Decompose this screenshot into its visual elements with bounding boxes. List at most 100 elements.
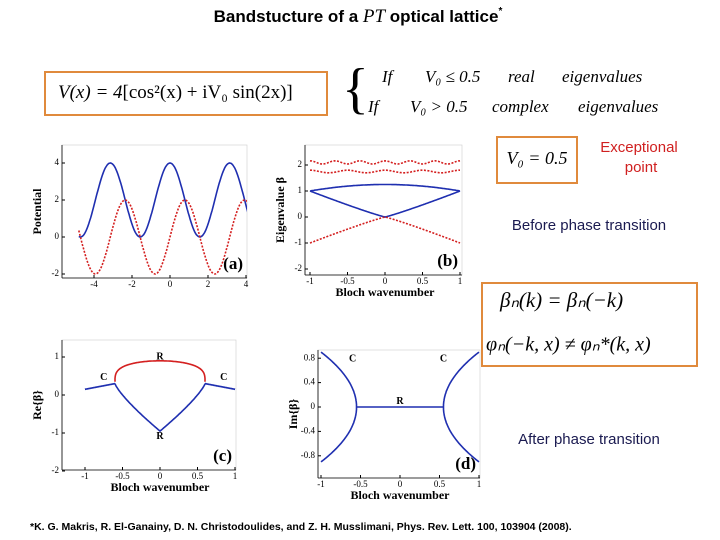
curves (78, 162, 247, 275)
y-tick-label: 4 (55, 157, 60, 167)
curve (309, 190, 461, 218)
curve (309, 183, 461, 192)
point-label: C (349, 354, 356, 365)
x-tick-label: 0.5 (192, 471, 204, 481)
curve (84, 382, 116, 391)
x-tick-label: 0 (158, 471, 163, 481)
x-tick-label: -2 (128, 279, 136, 289)
y-tick-label: -0.8 (301, 450, 316, 460)
after-label: After phase transition (518, 431, 660, 448)
curve (442, 351, 480, 463)
title-star: * (498, 6, 502, 17)
y-tick-label: -2 (52, 268, 60, 278)
x-tick-label: 0.5 (417, 276, 429, 286)
x-tick-label: -1 (317, 479, 325, 489)
curve (114, 360, 206, 382)
y-tick-label: -1 (52, 427, 60, 437)
curve (310, 169, 460, 174)
title-rest: optical lattice (385, 7, 498, 26)
x-axis-label: Bloch wavenumber (336, 285, 436, 299)
cond-if: If (367, 97, 381, 116)
x-tick-label: 1 (477, 479, 482, 489)
panel-label: (b) (437, 251, 458, 270)
plot-panel: 0.8 0.4 0 -0.4 -0.8 -1 -0.5 0 0.5 1 C C R (d) Im{β} Blo… (286, 349, 482, 502)
panel-label: (d) (455, 454, 476, 473)
point-label: C (100, 372, 107, 383)
y-tick-label: 2 (298, 159, 303, 169)
reference: *K. G. Makris, R. El-Ganainy, D. N. Chri… (30, 521, 572, 533)
panel-label: (a) (223, 254, 243, 273)
curves (84, 360, 236, 433)
x-tick-label: -0.5 (353, 479, 368, 489)
curve (320, 351, 358, 463)
curve (78, 162, 247, 238)
equation-box (44, 71, 328, 116)
cond-word: eigenvalues (562, 67, 643, 86)
y-tick-label: 0 (298, 211, 303, 221)
x-tick-label: 4 (244, 279, 249, 289)
curve (204, 382, 236, 391)
point-label: C (440, 354, 447, 365)
point-label: C (220, 372, 227, 383)
exceptional-note: Exceptional (600, 139, 678, 156)
x-tick-label: -0.5 (340, 276, 355, 286)
y-tick-label: 2 (55, 194, 60, 204)
conditions: If V₀ ≤ 0.5 real eigenvalues If V₀ > 0.5… (367, 67, 659, 116)
equation-body: [cos²(x) + iV₀ sin(2x)] (123, 82, 293, 103)
x-tick-label: -4 (90, 279, 98, 289)
y-axis-label: Potential (30, 188, 44, 235)
point-label: R (156, 351, 164, 362)
plot-panel: 1 0 -1 -2 -1 -0.5 0 0.5 1 R C C R (c) Re{β} Bloch waven… (30, 339, 238, 494)
curve (78, 199, 247, 275)
x-tick-label: 0 (398, 479, 403, 489)
symmetry-box (481, 282, 698, 367)
y-tick-label: -2 (52, 465, 60, 475)
y-axis-label: Re{β} (30, 390, 44, 420)
exceptional-eq: V₀ = 0.5 (507, 148, 568, 168)
x-tick-label: 2 (206, 279, 211, 289)
curve (309, 216, 461, 244)
curve (114, 383, 206, 433)
symmetry-eq: βₙ(k) = βₙ(−k) (499, 288, 623, 312)
exceptional-note: point (625, 159, 658, 176)
y-tick-label: 1 (298, 185, 303, 195)
y-tick-label: 1 (55, 351, 60, 361)
cond-value: V₀ ≤ 0.5 (425, 67, 480, 86)
y-tick-label: -0.4 (301, 425, 316, 435)
x-tick-label: 0.5 (434, 479, 446, 489)
x-axis-label: Bloch wavenumber (351, 488, 451, 502)
curve (309, 159, 461, 165)
x-axis-label: Bloch wavenumber (111, 480, 211, 494)
x-tick-label: 0 (383, 276, 388, 286)
x-tick-label: -1 (81, 471, 89, 481)
exceptional-box (496, 136, 578, 184)
plot-frame (61, 339, 237, 471)
y-tick-label: 0 (55, 231, 60, 241)
y-axis-label: Im{β} (286, 399, 300, 430)
cond-if: If (381, 67, 395, 86)
point-label: R (156, 431, 164, 442)
symmetry-eq: φₙ(−k, x) ≠ φₙ*(k, x) (486, 334, 651, 356)
x-tick-label: 1 (233, 471, 238, 481)
curves (309, 159, 461, 244)
plot-panel: 420-2-4 -2 0 2 4(a)Potential (30, 144, 249, 289)
slide-title: Bandstucture of a PT optical lattice* (214, 6, 503, 28)
curves (320, 351, 480, 463)
equation: V(x) = 4[cos²(x) + iV₀ sin(2x)] (58, 82, 293, 103)
point-label: R (396, 396, 404, 407)
equation-lhs: V(x) = 4 (58, 82, 123, 103)
cond-value: V₀ > 0.5 (410, 97, 468, 116)
cond-kind: real (508, 67, 535, 86)
cond-kind: complex (492, 97, 549, 116)
y-tick-label: 0.4 (304, 377, 316, 387)
x-tick-label: -0.5 (115, 471, 130, 481)
title-text: Bandstucture of a (214, 7, 363, 26)
plot-frame (61, 144, 248, 279)
title-script: PT (362, 6, 387, 27)
y-tick-label: -2 (295, 263, 303, 273)
x-tick-label: 1 (458, 276, 463, 286)
x-tick-label: -1 (306, 276, 314, 286)
y-axis-label: Eigenvalue β (273, 177, 287, 243)
